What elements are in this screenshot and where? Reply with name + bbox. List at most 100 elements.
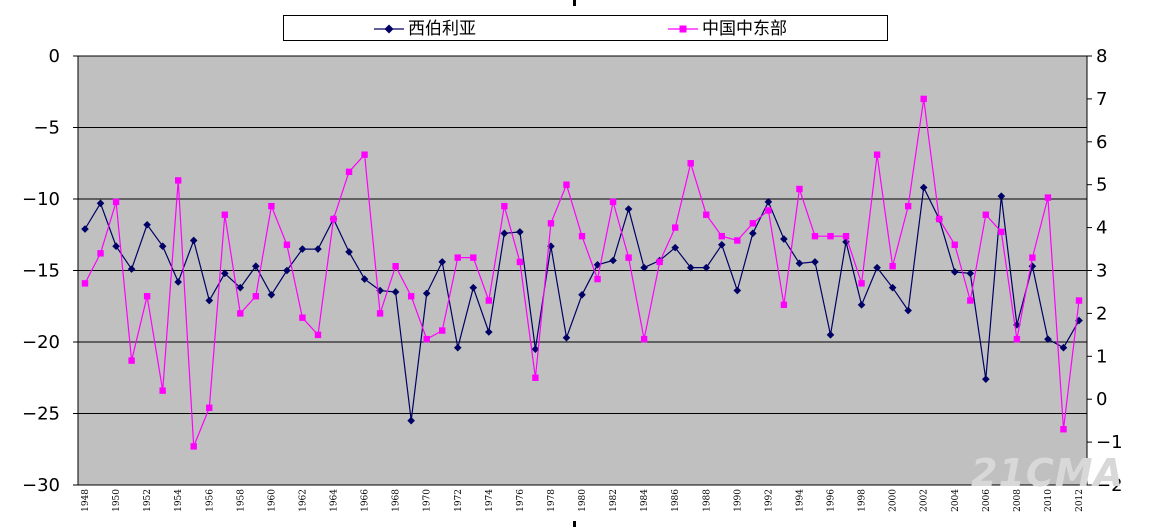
data-point-central-east-china — [97, 250, 104, 257]
data-point-siberia — [842, 238, 850, 246]
data-point-siberia — [1044, 335, 1052, 343]
data-point-central-east-china — [796, 185, 803, 193]
right-tick-label: −2 — [1096, 475, 1123, 496]
data-point-siberia — [267, 291, 276, 299]
x-tick-label: 1976 — [516, 489, 526, 512]
data-point-central-east-china — [407, 293, 415, 300]
legend-item-siberia: 西伯利亚 — [372, 16, 572, 42]
x-tick-label: 1970 — [423, 489, 433, 512]
left-tick-label: −30 — [22, 475, 60, 496]
data-point-central-east-china — [376, 310, 384, 317]
data-point-siberia — [516, 228, 524, 236]
data-point-siberia — [112, 242, 120, 250]
data-point-central-east-china — [159, 387, 166, 394]
x-tick-label: 1974 — [485, 489, 495, 512]
bottom-marker — [573, 521, 576, 527]
x-tick-label: 2000 — [889, 489, 899, 512]
x-tick-label: 1958 — [236, 489, 246, 512]
x-tick-label: 1952 — [143, 489, 153, 512]
data-point-siberia — [1013, 321, 1021, 329]
right-tick-label: 0 — [1096, 389, 1107, 410]
left-tick-label: −25 — [22, 404, 60, 425]
grid-lines — [78, 127, 1087, 414]
data-point-siberia — [96, 199, 105, 208]
x-tick-label: 1962 — [298, 489, 308, 512]
data-point-central-east-china — [237, 310, 244, 317]
data-point-siberia — [158, 242, 167, 250]
x-tick-label: 1968 — [392, 489, 402, 512]
data-point-central-east-china — [904, 202, 912, 210]
data-point-central-east-china — [609, 198, 617, 206]
data-point-central-east-china — [563, 181, 570, 188]
data-point-siberia — [982, 375, 990, 383]
x-tick-label: 1996 — [827, 489, 837, 512]
series-layer — [81, 95, 1083, 450]
x-tick-label: 1980 — [578, 489, 588, 512]
x-tick-label: 1986 — [671, 489, 681, 512]
x-axis: 1948 1950 1952 1954 1956 1958 1960 1962 1964 1966… — [81, 489, 1085, 512]
data-point-siberia — [795, 259, 804, 268]
top-marker — [573, 0, 576, 6]
data-point-central-east-china — [1075, 297, 1083, 304]
data-point-central-east-china — [625, 254, 632, 261]
data-point-siberia — [345, 248, 353, 256]
data-point-central-east-china — [858, 280, 865, 287]
legend-label-siberia: 西伯利亚 — [408, 19, 476, 39]
data-point-central-east-china — [143, 293, 151, 300]
watermark: 21CMA — [971, 451, 1124, 495]
data-point-central-east-china — [827, 232, 834, 240]
data-point-central-east-china — [128, 357, 135, 364]
data-point-siberia — [407, 416, 415, 425]
x-tick-label: 1988 — [702, 489, 712, 512]
data-point-siberia — [950, 268, 959, 276]
data-point-central-east-china — [501, 202, 508, 210]
data-point-siberia — [702, 263, 711, 272]
x-tick-label: 2002 — [920, 489, 930, 512]
data-point-central-east-china — [687, 160, 694, 167]
data-point-central-east-china — [361, 151, 368, 158]
data-point-central-east-china — [1029, 254, 1036, 261]
data-point-central-east-china — [780, 301, 788, 309]
data-point-siberia — [593, 260, 602, 269]
data-point-siberia — [671, 243, 679, 252]
left-tick-label: −5 — [33, 118, 60, 139]
data-point-central-east-china — [516, 258, 524, 266]
x-tick-label: 1948 — [81, 489, 91, 512]
data-point-central-east-china — [454, 254, 461, 261]
x-tick-label: 1964 — [330, 489, 340, 512]
x-tick-label: 2004 — [951, 489, 961, 512]
data-point-siberia — [764, 198, 773, 206]
right-y-axis: 8 7 6 5 4 3 2 1 0 −1 −2 — [1087, 46, 1123, 496]
legend: 西伯利亚 中国中东部 — [283, 15, 888, 41]
data-point-central-east-china — [936, 215, 943, 223]
data-point-central-east-china — [252, 293, 260, 300]
data-point-central-east-china — [81, 280, 89, 287]
data-point-siberia — [811, 258, 819, 266]
data-point-central-east-china — [594, 275, 601, 283]
data-point-central-east-china — [314, 331, 322, 339]
data-point-central-east-china — [811, 232, 819, 240]
left-tick-label: −15 — [22, 261, 60, 282]
data-point-siberia — [966, 269, 975, 278]
legend-diamond-marker — [374, 24, 404, 34]
data-point-siberia — [826, 331, 835, 339]
data-point-siberia — [780, 235, 788, 243]
x-tick-label: 2008 — [1013, 489, 1023, 512]
data-point-siberia — [733, 286, 742, 295]
data-point-central-east-china — [439, 327, 446, 334]
data-point-siberia — [220, 269, 229, 278]
data-point-siberia — [391, 288, 400, 296]
x-tick-label: 2012 — [1075, 489, 1085, 512]
data-point-siberia — [252, 262, 260, 271]
data-point-siberia — [283, 266, 291, 275]
data-point-siberia — [888, 283, 897, 292]
x-tick-label: 1992 — [764, 489, 774, 512]
data-point-central-east-china — [998, 228, 1005, 236]
x-tick-label: 1984 — [640, 489, 650, 512]
data-point-central-east-china — [206, 404, 213, 411]
x-tick-label: 1956 — [205, 489, 215, 512]
right-tick-label: −1 — [1096, 432, 1123, 453]
data-point-siberia — [189, 236, 198, 245]
data-point-siberia — [360, 275, 369, 283]
data-point-siberia — [919, 183, 928, 192]
